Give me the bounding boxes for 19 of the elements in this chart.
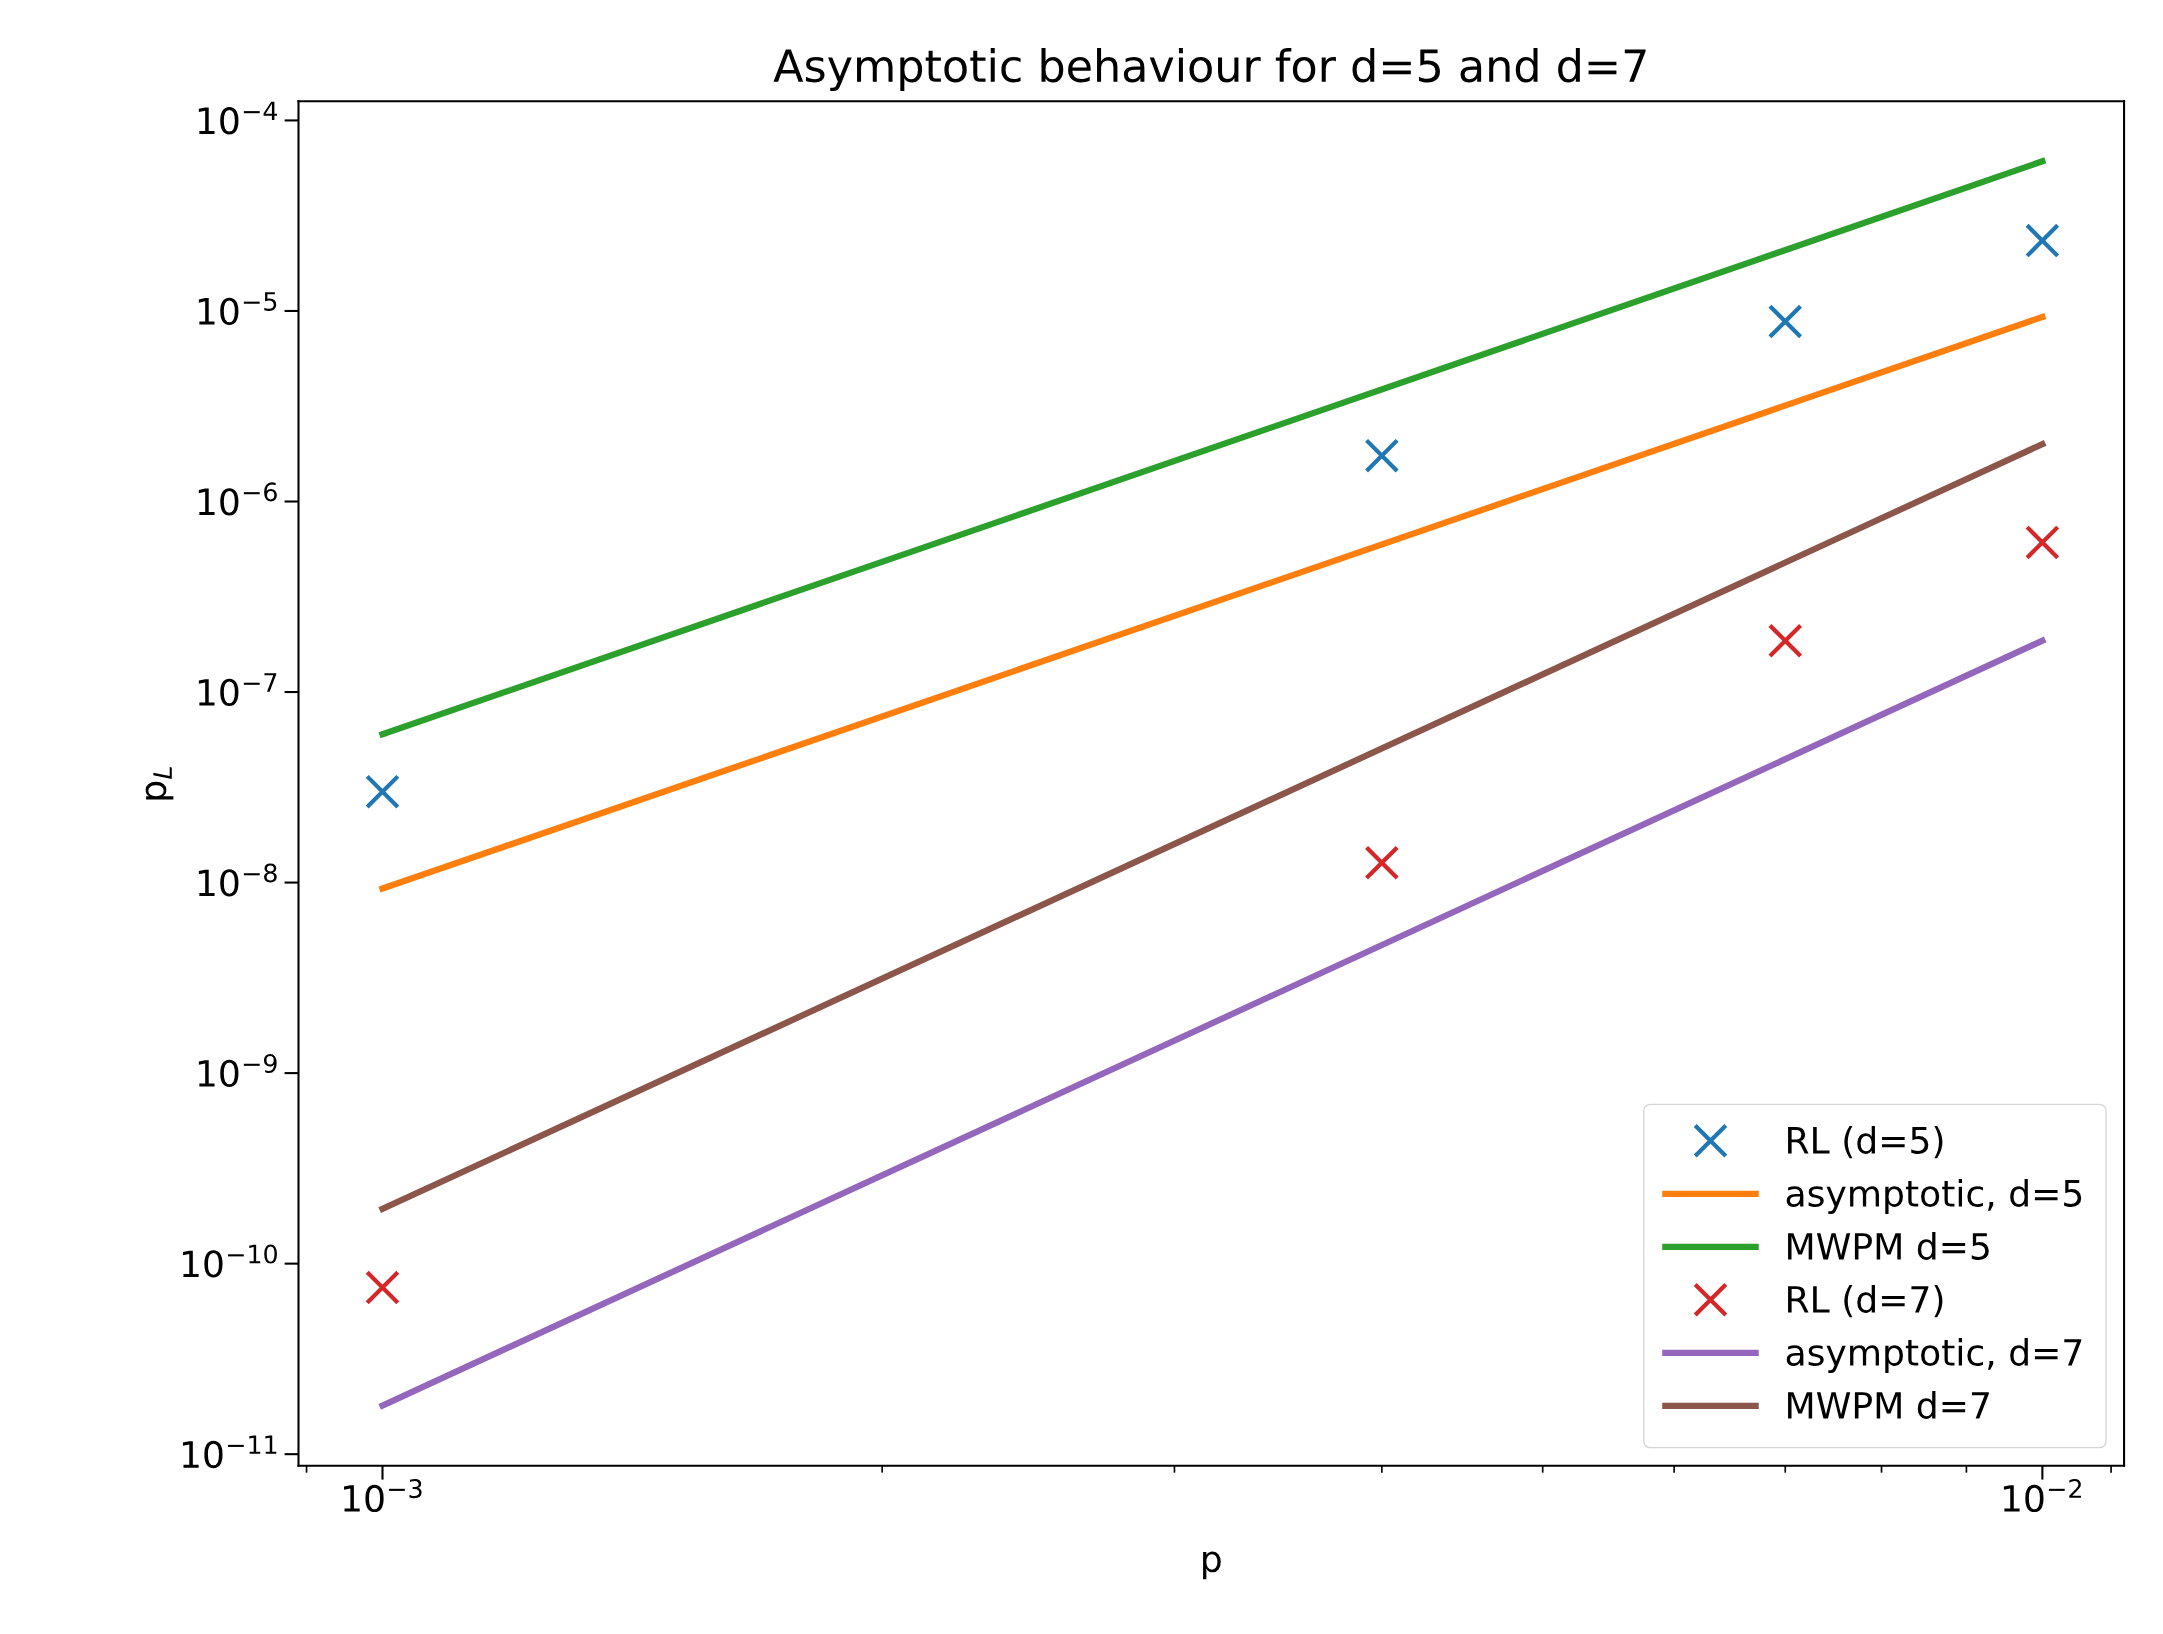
x-tick-label: 10$^{−3}$ — [344, 1479, 422, 1513]
chart-title: Asymptotic behaviour for d=5 and d=7 — [773, 48, 1646, 92]
y-axis-title: p$_{L}$ — [145, 766, 174, 800]
y-tick-label: 10$^{−4}$ — [198, 101, 278, 135]
legend-label: MWPM d=7 — [1788, 1391, 1989, 1419]
x-tick-label: 10$^{−2}$ — [2003, 1479, 2081, 1513]
y-tick-label: 10$^{−7}$ — [198, 673, 277, 707]
legend-label: MWPM d=5 — [1788, 1232, 1989, 1260]
y-tick-label: 10$^{−9}$ — [198, 1053, 277, 1088]
y-tick-label: 10$^{−11}$ — [182, 1435, 277, 1469]
legend-label: RL (d=5) — [1788, 1126, 1943, 1159]
legend-label: RL (d=7) — [1788, 1285, 1943, 1318]
y-tick-label: 10$^{−8}$ — [198, 863, 277, 897]
x-axis-title: p — [1203, 1551, 1221, 1580]
y-tick-label: 10$^{−6}$ — [198, 482, 277, 516]
legend-label: asymptotic, d=7 — [1786, 1338, 2082, 1373]
legend-label: asymptotic, d=5 — [1786, 1179, 2082, 1214]
y-tick-label: 10$^{−10}$ — [182, 1244, 277, 1278]
y-tick-label: 10$^{−5}$ — [198, 292, 277, 325]
